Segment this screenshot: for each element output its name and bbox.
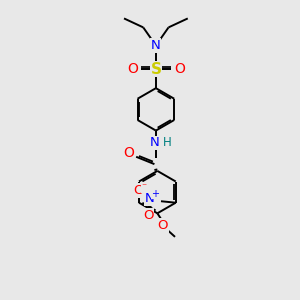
Text: +: + [151, 189, 159, 199]
Text: N: N [149, 136, 159, 149]
Text: N: N [145, 192, 155, 206]
Text: H: H [163, 136, 172, 149]
Text: S: S [150, 61, 161, 76]
Text: O: O [123, 146, 134, 160]
Text: O: O [143, 208, 154, 222]
Text: O: O [158, 219, 168, 232]
Text: O: O [174, 62, 185, 76]
Text: O: O [134, 184, 144, 197]
Text: O: O [127, 62, 138, 76]
Text: N: N [151, 39, 161, 52]
Text: ⁻: ⁻ [141, 182, 146, 192]
